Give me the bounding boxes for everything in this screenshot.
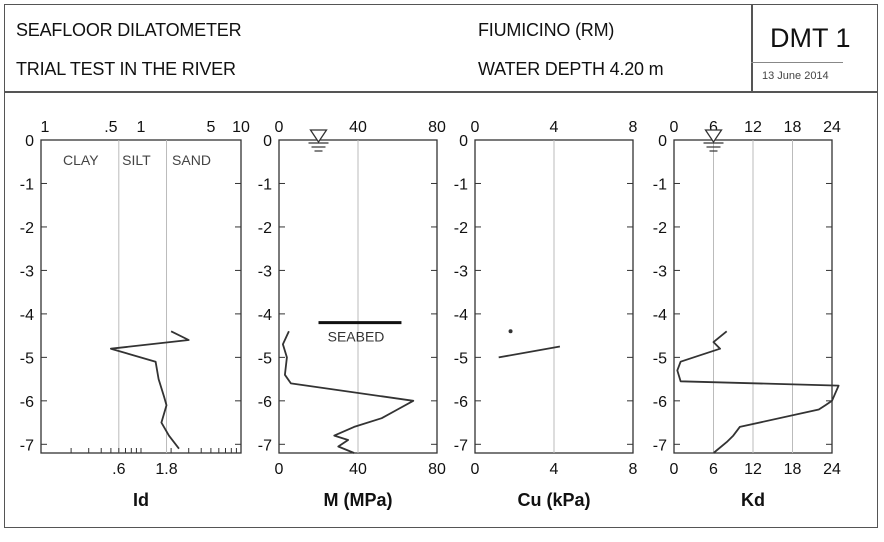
y-tick-label: -4	[20, 307, 34, 324]
panel-frame-0	[40, 139, 242, 454]
data-series-line	[281, 330, 415, 454]
top-tick-label: 12	[744, 119, 762, 136]
soil-class-label: SAND	[172, 152, 211, 168]
data-series-line	[498, 345, 561, 359]
bottom-tick-label: 0	[275, 461, 284, 478]
y-tick-label: 0	[263, 133, 272, 150]
y-tick-label: -5	[20, 350, 34, 367]
y-tick-label: -6	[454, 394, 468, 411]
bottom-tick-label: 12	[744, 461, 762, 478]
top-tick-label: 10	[232, 119, 250, 136]
y-tick-label: -4	[258, 307, 272, 324]
top-tick-label: .5	[104, 119, 117, 136]
header-subtitle: TRIAL TEST IN THE RIVER	[16, 59, 236, 79]
y-tick-label: -1	[258, 176, 272, 193]
y-tick-label: -3	[454, 263, 468, 280]
y-tick-label: -3	[653, 263, 667, 280]
y-tick-label: -1	[20, 176, 34, 193]
bottom-tick-label: 0	[471, 461, 480, 478]
header-site: FIUMICINO (RM)	[478, 20, 615, 40]
y-tick-label: 0	[658, 133, 667, 150]
y-tick-label: -7	[454, 437, 468, 454]
bottom-tick-label: 8	[629, 461, 638, 478]
water-level-icon	[309, 129, 328, 144]
y-tick-label: -4	[454, 307, 468, 324]
water-level-icon	[704, 129, 723, 144]
y-tick-label: -7	[653, 437, 667, 454]
id-box-divider	[751, 5, 753, 92]
bottom-tick-label: 0	[670, 461, 679, 478]
x-axis-label: Id	[133, 490, 149, 510]
x-axis-label: Kd	[741, 490, 765, 510]
x-axis-label: M (MPa)	[324, 490, 393, 510]
header-title: SEAFLOOR DILATOMETER	[16, 20, 242, 40]
y-tick-label: -2	[258, 220, 272, 237]
bottom-tick-label: 40	[349, 461, 367, 478]
bottom-tick-label: .6	[112, 461, 125, 478]
bottom-tick-label: 18	[784, 461, 802, 478]
y-tick-label: -2	[454, 220, 468, 237]
top-tick-label: 1	[137, 119, 146, 136]
bottom-tick-label: 80	[428, 461, 446, 478]
data-series-line	[110, 330, 190, 450]
y-tick-label: -7	[20, 437, 34, 454]
y-tick-label: -1	[454, 176, 468, 193]
top-tick-label: 8	[629, 119, 638, 136]
report-frame	[4, 4, 878, 528]
y-tick-label: -2	[653, 220, 667, 237]
top-tick-label: 18	[784, 119, 802, 136]
top-tick-label: 0	[471, 119, 480, 136]
y-tick-label: -7	[258, 437, 272, 454]
top-tick-label: 40	[349, 119, 367, 136]
test-date: 13 June 2014	[762, 70, 829, 82]
y-tick-label: -3	[20, 263, 34, 280]
top-tick-label: 0	[275, 119, 284, 136]
bottom-tick-label: 1.8	[155, 461, 177, 478]
header-divider	[5, 91, 877, 93]
y-tick-label: 0	[459, 133, 468, 150]
soil-class-label: SILT	[122, 152, 151, 168]
top-tick-label: 6	[709, 119, 718, 136]
y-tick-label: -5	[653, 350, 667, 367]
y-tick-label: -6	[258, 394, 272, 411]
test-id: DMT 1	[770, 23, 851, 53]
top-tick-label: 24	[823, 119, 841, 136]
soil-class-label: CLAY	[63, 152, 99, 168]
top-tick-label: 1	[41, 119, 50, 136]
top-tick-label: 80	[428, 119, 446, 136]
y-tick-label: -3	[258, 263, 272, 280]
y-tick-label: -4	[653, 307, 667, 324]
bottom-tick-label: 4	[550, 461, 559, 478]
data-point	[508, 329, 513, 334]
bottom-tick-label: 6	[709, 461, 718, 478]
top-tick-label: 5	[206, 119, 215, 136]
y-tick-label: -1	[653, 176, 667, 193]
top-tick-label: 0	[670, 119, 679, 136]
y-tick-label: 0	[25, 133, 34, 150]
y-tick-label: -2	[20, 220, 34, 237]
seabed-label: SEABED	[328, 329, 385, 345]
header-water-depth: WATER DEPTH 4.20 m	[478, 59, 664, 79]
data-series-line	[676, 330, 840, 454]
id-box-underline	[751, 62, 843, 63]
bottom-tick-label: 24	[823, 461, 841, 478]
x-axis-label: Cu (kPa)	[517, 490, 590, 510]
top-tick-label: 4	[550, 119, 559, 136]
y-tick-label: -6	[20, 394, 34, 411]
y-tick-label: -5	[454, 350, 468, 367]
y-tick-label: -6	[653, 394, 667, 411]
y-tick-label: -5	[258, 350, 272, 367]
